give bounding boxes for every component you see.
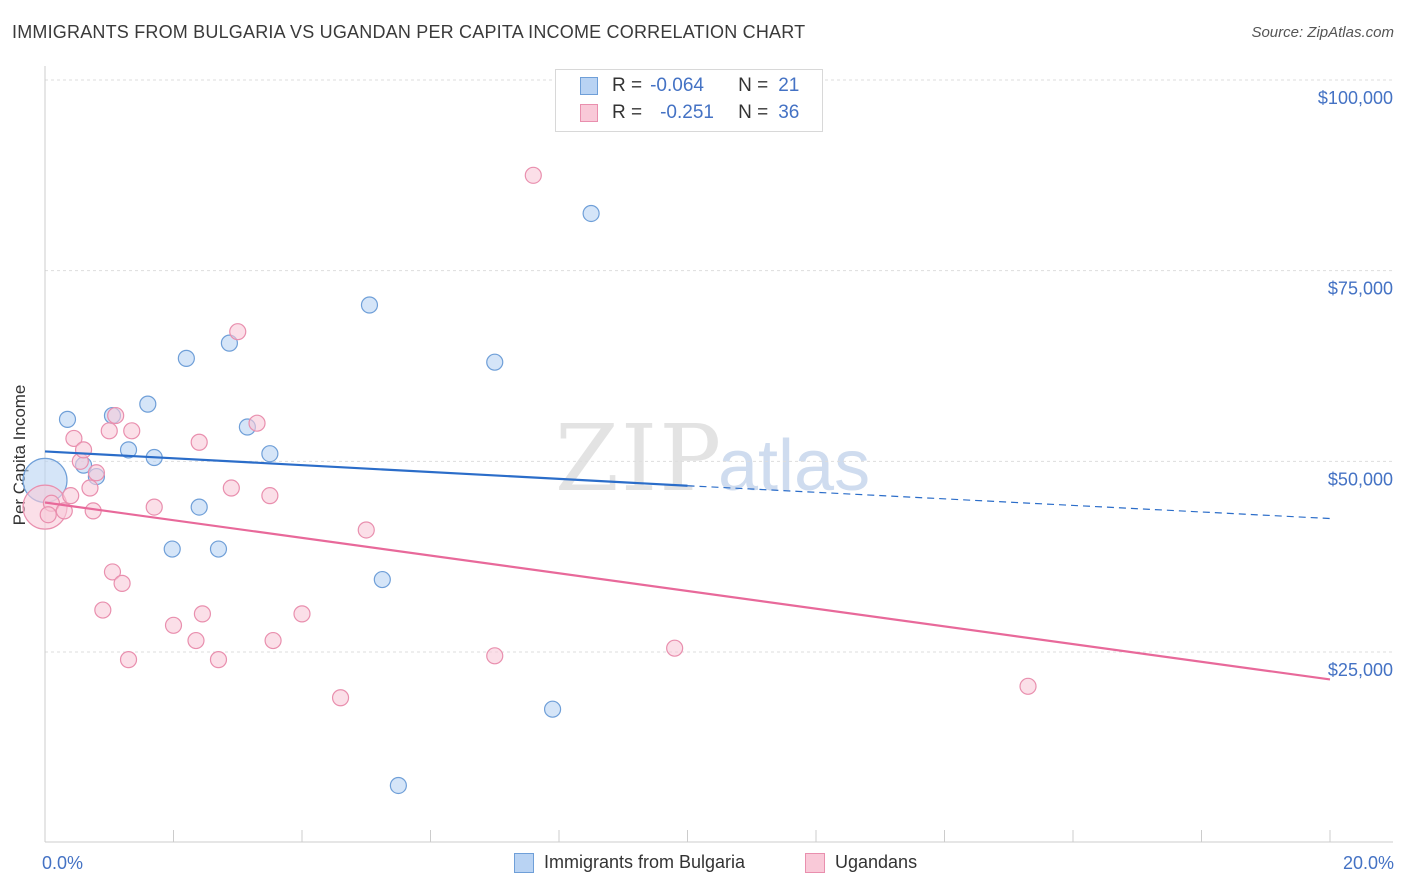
ugandan-point <box>331 689 350 707</box>
bulgaria-point <box>119 441 138 459</box>
legend-r-label: R = <box>612 102 643 123</box>
bulgaria-point <box>209 540 228 558</box>
legend-swatch-pink <box>580 104 598 122</box>
legend-label-ugandans: Ugandans <box>835 852 918 872</box>
legend-r-value: -0.251 <box>660 102 714 123</box>
ugandan-point <box>103 563 122 581</box>
ugandan-point <box>39 506 57 524</box>
ugandan-point <box>357 521 375 539</box>
legend-n-label: N = <box>738 75 769 96</box>
ugandan-point <box>222 479 240 497</box>
ugandan-point <box>145 498 163 516</box>
legend-n-value: 21 <box>778 75 800 96</box>
bulgaria-point <box>163 540 181 558</box>
correlation-legend: R = -0.064 N = 21 R = -0.251 N = 36 <box>555 69 823 132</box>
bulgaria-point <box>220 334 238 352</box>
chart-title: IMMIGRANTS FROM BULGARIA VS UGANDAN PER … <box>12 22 806 42</box>
bulgaria-point <box>261 445 279 463</box>
ugandan-point <box>1019 677 1037 695</box>
ugandan-point <box>193 605 212 623</box>
ugandan-point <box>81 479 99 497</box>
ugandan-point <box>524 166 542 184</box>
bulgaria-point <box>543 700 562 718</box>
ugandan-point <box>87 464 106 482</box>
y-tick-label: $25,000 <box>1328 660 1393 680</box>
series-legend: Immigrants from Bulgaria Ugandans <box>0 852 1406 876</box>
y-tick-label: $50,000 <box>1328 469 1393 489</box>
ugandan-point <box>100 422 118 440</box>
bulgaria-point <box>139 395 157 413</box>
legend-item-ugandans: Ugandans <box>805 852 917 873</box>
legend-n-label: N = <box>738 102 769 123</box>
y-tick-label: $100,000 <box>1318 88 1393 108</box>
legend-row-bulgaria: R = -0.064 N = 21 <box>580 74 799 98</box>
ugandan-point <box>293 605 311 623</box>
legend-row-ugandans: R = -0.251 N = 36 <box>580 101 799 125</box>
bulgaria-point <box>389 776 407 795</box>
ugandan-point <box>229 323 247 341</box>
bulgaria-point <box>486 353 504 371</box>
ugandan-point <box>123 422 141 440</box>
bulgaria-point <box>177 349 195 367</box>
ugandan-point <box>65 429 83 448</box>
x-tick-min: 0.0% <box>42 853 84 873</box>
x-tick-max: 20.0% <box>1342 853 1394 873</box>
ugandan-point <box>261 487 279 505</box>
watermark-zip: ZIP <box>555 405 723 512</box>
ugandan-point <box>74 441 93 459</box>
bulgaria-point <box>190 498 208 516</box>
ugandan-point <box>119 651 138 669</box>
bulgaria-point <box>582 204 600 223</box>
ugandan-point <box>190 433 208 451</box>
ugandan-point <box>486 647 504 665</box>
legend-swatch-blue <box>580 77 598 95</box>
legend-n-value: 36 <box>778 102 800 123</box>
ugandan-point <box>666 639 684 657</box>
ugandan-point <box>209 651 228 669</box>
ugandan-point <box>62 487 80 505</box>
legend-swatch-pink <box>805 852 825 873</box>
ugandan-trend-line <box>44 501 1331 681</box>
ugandan-point <box>248 414 266 432</box>
bulgaria-trend-line <box>44 450 688 487</box>
legend-item-bulgaria: Immigrants from Bulgaria <box>514 852 745 873</box>
bulgaria-point <box>373 570 391 589</box>
legend-swatch-blue <box>514 852 534 873</box>
ugandan-point <box>55 502 73 520</box>
ugandan-point <box>264 631 282 650</box>
ugandan-point <box>113 574 131 592</box>
ugandan-point <box>187 631 205 650</box>
ugandan-point <box>164 616 183 634</box>
bulgaria-point <box>58 410 77 428</box>
ugandan-point <box>107 406 125 425</box>
legend-label-bulgaria: Immigrants from Bulgaria <box>544 852 746 872</box>
bulgaria-point <box>360 296 379 314</box>
watermark-atlas: atlas <box>718 426 870 506</box>
legend-r-value: -0.064 <box>650 75 704 96</box>
source-label: Source: ZipAtlas.com <box>1251 24 1394 41</box>
legend-r-label: R = <box>612 75 643 96</box>
ugandan-point <box>94 601 112 619</box>
y-tick-label: $75,000 <box>1328 279 1393 299</box>
